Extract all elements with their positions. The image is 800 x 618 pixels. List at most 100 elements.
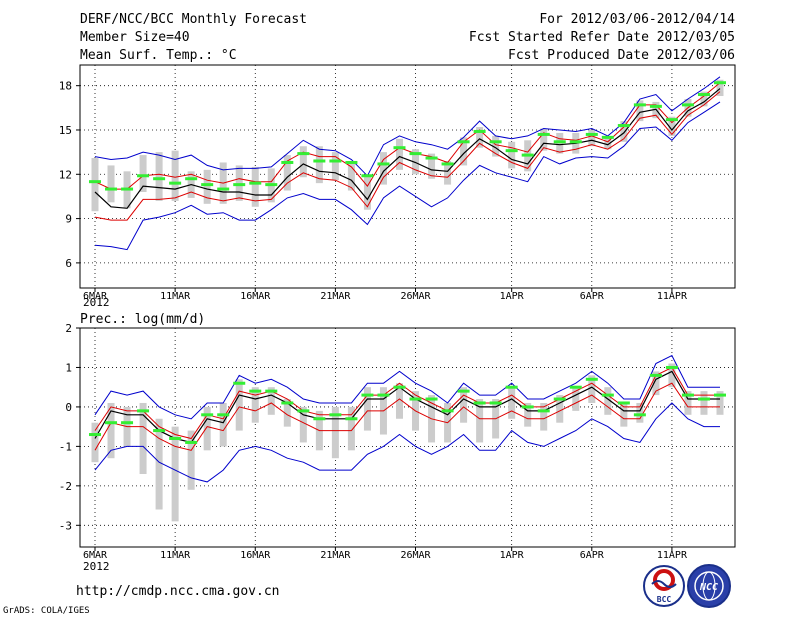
precip-median-marker [521,405,534,409]
precip-spread-box [476,399,484,443]
produced-date: Fcst Produced Date 2012/03/06 [508,48,735,63]
temp-spread-box [139,155,147,193]
temp-median-marker [425,156,438,160]
precip-median-marker [105,421,118,425]
temp-median-marker [489,140,502,144]
temp-frame [79,64,736,289]
temp-spread-box [299,146,307,178]
figure-title: DERF/NCC/BCC Monthly Forecast [80,12,307,27]
precip-median-marker [217,413,230,417]
precip-xtick-label: 26MAR [400,550,431,561]
precip-spread-box [395,383,403,419]
temp-xtick-label: 6APR [580,291,605,302]
precip-spread-box [668,363,676,388]
precip-median-marker [329,413,342,417]
precip-median-marker [377,393,390,397]
temp-spread-box [636,100,644,122]
precip-ytick-label: 1 [65,361,72,374]
precip-median-marker [697,397,710,401]
temp-chart-title: Mean Surf. Temp.: °C [80,48,237,63]
ncc-logo: NCC [687,564,731,608]
precip-spread-box [331,406,339,459]
temp-median-marker [569,140,582,144]
precip-lower-quartile-line [94,382,720,451]
temp-xtick-label: 21MAR [320,291,351,302]
temp-spread-box [668,116,676,136]
precip-median-marker [649,373,662,377]
temp-lower-quartile-line [94,91,721,221]
temp-median-marker [153,177,166,181]
temp-spread-box [171,150,179,201]
precip-spread-box [107,402,115,459]
precip-median-marker [681,393,694,397]
temp-median-marker [714,81,726,85]
temp-min-line [94,101,721,251]
precip-spread-box [155,418,163,510]
temp-median-marker [361,174,374,178]
precip-median-marker [297,409,310,413]
precip-median-marker [537,409,550,413]
temp-spread-box [107,165,115,203]
precip-spread-box [91,422,99,463]
precip-median-marker [137,409,150,413]
precip-spread-box [588,375,596,403]
precip-median-marker [489,401,502,405]
member-size: Member Size=40 [80,30,190,45]
temp-spread-box [203,169,211,204]
temp-ytick-label: 6 [65,257,72,270]
temp-median-marker [233,183,246,187]
temp-median-marker [393,146,406,150]
temp-spread-box [476,127,484,148]
temp-spread-box [460,137,468,166]
temp-median-marker [313,159,326,163]
precip-spread-box [524,402,532,427]
temp-xtick-label: 16MAR [240,291,271,302]
precip-median-marker [601,393,614,397]
temp-median-marker [249,181,262,185]
temp-xtick-label: 26MAR [400,291,431,302]
grads-credit: GrADS: COLA/IGES [3,606,90,616]
precip-spread-box [700,391,708,415]
temp-median-marker [553,140,566,144]
precip-median-marker [617,401,630,405]
temp-median-marker [137,174,150,178]
precip-spread-box [171,426,179,522]
precip-chart-title: Prec.: log(mm/d) [80,312,205,327]
precip-ytick-label: -3 [59,519,72,532]
precip-median-marker [185,440,198,444]
temperature-panel: 6 9 12 15 18 6MAR 11MAR 16MAR 21MAR 26MAR 1APR 6APR… [59,64,736,302]
precip-median-marker [633,413,646,417]
temp-spread-box [155,152,163,201]
precip-spread-box [203,406,211,451]
temp-ytick-label: 12 [59,168,72,181]
temp-spread-box [492,135,500,157]
precip-spread-box [283,399,291,427]
temp-median-marker [665,118,678,122]
temp-median-marker [473,129,486,133]
temp-xtick-label: 11APR [657,291,688,302]
temp-median-marker [121,187,134,191]
precip-spread-box [187,430,195,490]
precip-spread-box [652,371,660,396]
temp-ytick-label: 18 [59,80,72,93]
temp-spread-box [91,158,99,212]
precip-median-marker [233,381,246,385]
temp-median-marker [585,132,598,136]
precip-year-label: 2012 [83,560,110,573]
precip-spread-box [636,402,644,423]
bcc-logo-swirl-icon [653,569,675,591]
temp-median-marker [185,177,198,181]
temp-spread-box [315,146,323,184]
precip-median-marker [441,409,454,413]
temp-median-marker [281,160,294,164]
temp-spread-box [588,129,596,147]
precip-spread-box [460,387,468,423]
precip-ytick-label: 2 [65,322,72,335]
precip-spread-box [267,387,275,415]
temp-spread-box [347,163,355,191]
temp-median-marker [201,183,214,187]
precip-frame [79,327,736,548]
temp-spread-box [395,138,403,170]
temp-median-marker [441,162,454,166]
